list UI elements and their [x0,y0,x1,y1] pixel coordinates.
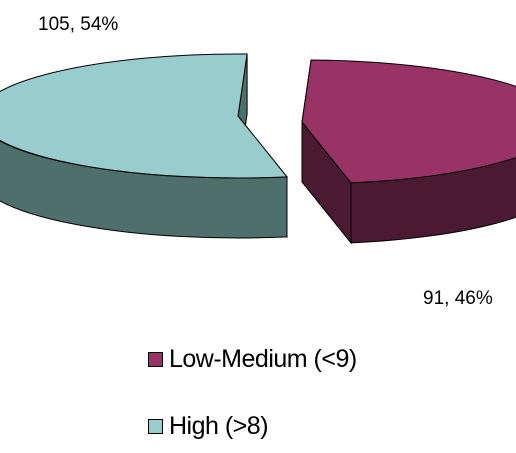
legend-swatch-low-medium [148,352,163,367]
slice-side-low-medium [350,156,516,244]
slice-top-low-medium [301,59,516,184]
slice-top-high [0,53,289,179]
pie-slices [0,53,516,245]
data-label-low-medium: 91, 46% [423,288,493,309]
legend-label-high: High (>8) [169,412,269,440]
legend-label-low-medium: Low-Medium (<9) [169,345,357,373]
legend-swatch-high [148,419,163,434]
legend-item-high: High (>8) [148,412,269,441]
data-label-high: 105, 54% [38,14,118,35]
legend-item-low-medium: Low-Medium (<9) [148,345,357,374]
